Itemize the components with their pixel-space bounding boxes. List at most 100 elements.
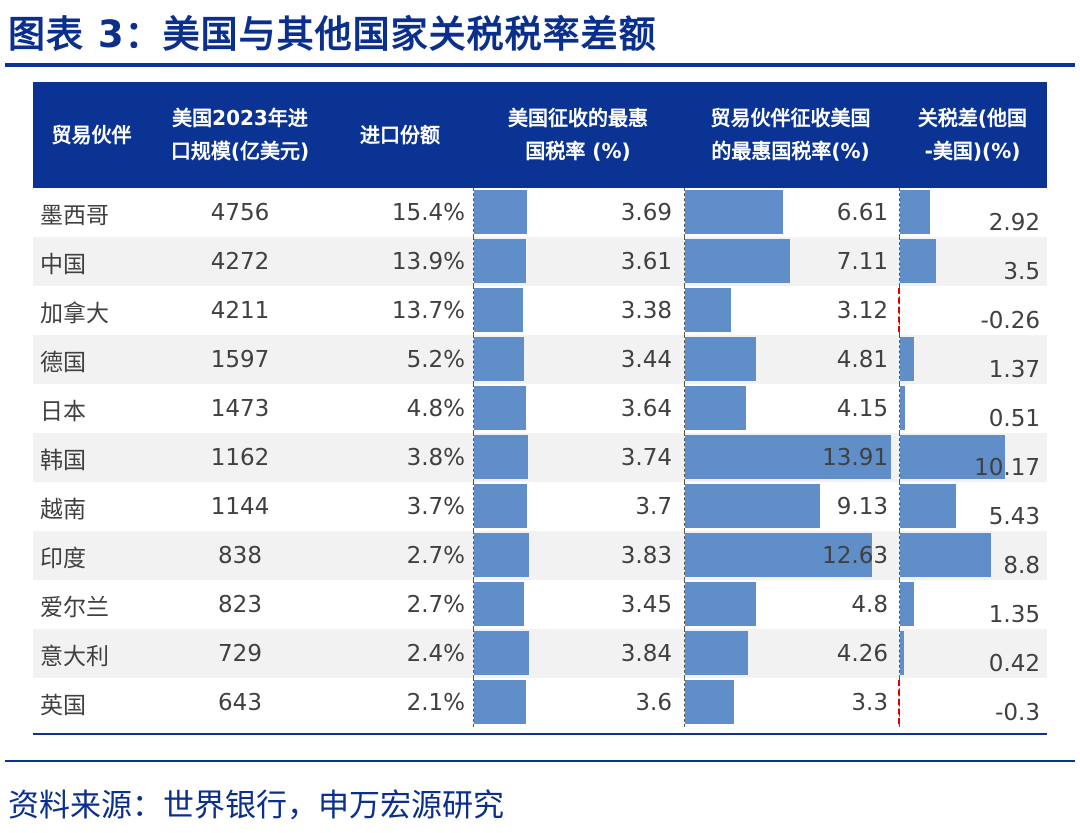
partner-name: 墨西哥 (40, 202, 109, 229)
table-row: 韩国 1162 3.8% 3.74 13.91 10.17 (33, 433, 1047, 482)
tariff-diff-axis (899, 433, 900, 482)
import-value: 1144 (210, 493, 270, 520)
tariff-diff-value: 8.8 (1003, 553, 1040, 579)
partner-name: 中国 (40, 251, 86, 278)
tariff-diff-value: 1.37 (988, 357, 1040, 383)
partner-rate-bar (685, 239, 791, 283)
tariff-diff-value: 10.17 (974, 455, 1040, 481)
table-row: 意大利 729 2.4% 3.84 4.26 0.42 (33, 629, 1047, 678)
us-rate-value: 3.38 (620, 297, 672, 324)
partner-name: 英国 (40, 692, 86, 719)
partner-rate-axis (684, 482, 685, 531)
import-value: 1473 (210, 395, 270, 422)
partner-rate-axis (684, 286, 685, 335)
partner-rate-bar (685, 484, 821, 528)
partner-rate-value: 4.15 (836, 395, 888, 422)
us-rate-axis (473, 335, 474, 384)
us-rate-value: 3.7 (635, 493, 672, 520)
partner-rate-axis (684, 237, 685, 286)
table-header: 贸易伙伴 美国2023年进 口规模(亿美元) 进口份额 美国征收的最惠 国税率 … (33, 82, 1047, 188)
tariff-diff-axis (899, 482, 900, 531)
partner-rate-value: 9.13 (836, 493, 888, 520)
us-rate-value: 3.44 (620, 346, 672, 373)
us-rate-axis (473, 286, 474, 335)
import-share: 2.7% (406, 542, 465, 569)
source-divider (5, 760, 1075, 762)
us-rate-axis (473, 678, 474, 727)
tariff-diff-value: 5.43 (988, 504, 1040, 530)
tariff-diff-axis (899, 531, 900, 580)
table-row: 英国 643 2.1% 3.6 3.3 -0.3 (33, 678, 1047, 727)
us-rate-axis (473, 433, 474, 482)
tariff-diff-value: -0.3 (995, 700, 1040, 726)
partner-rate-value: 3.3 (851, 689, 888, 716)
us-rate-value: 3.64 (620, 395, 672, 422)
tariff-diff-bar (900, 484, 956, 528)
partner-rate-value: 4.81 (836, 346, 888, 373)
us-rate-bar (474, 435, 528, 479)
tariff-diff-bar (900, 631, 905, 675)
partner-rate-bar (685, 386, 747, 430)
tariff-diff-negative-marker (898, 680, 900, 724)
partner-name: 爱尔兰 (40, 594, 109, 621)
import-value: 1162 (210, 444, 270, 471)
import-share: 5.2% (406, 346, 465, 373)
us-rate-value: 3.61 (620, 248, 672, 275)
import-value: 643 (218, 689, 262, 716)
partner-rate-value: 4.8 (851, 591, 888, 618)
import-value: 4211 (210, 297, 270, 324)
tariff-diff-negative-marker (898, 288, 900, 332)
us-rate-value: 3.84 (620, 640, 672, 667)
tariff-diff-bar (900, 239, 937, 283)
us-rate-bar (474, 631, 530, 675)
partner-rate-value: 7.11 (836, 248, 888, 275)
partner-rate-bar (685, 190, 783, 234)
partner-rate-axis (684, 629, 685, 678)
tariff-diff-axis (899, 237, 900, 286)
import-share: 13.7% (391, 297, 465, 324)
us-rate-bar (474, 533, 530, 577)
import-value: 823 (218, 591, 262, 618)
partner-name: 日本 (40, 398, 86, 425)
us-rate-value: 3.74 (620, 444, 672, 471)
us-rate-bar (474, 337, 524, 381)
header-partner-rate: 贸易伙伴征收美国 的最惠国税率(%) (710, 106, 871, 163)
import-share: 3.7% (406, 493, 465, 520)
partner-name: 印度 (40, 545, 86, 572)
us-rate-axis (473, 188, 474, 237)
tariff-diff-bar (900, 533, 991, 577)
us-rate-axis (473, 237, 474, 286)
tariff-diff-bar (900, 582, 914, 626)
table-row: 中国 4272 13.9% 3.61 7.11 3.5 (33, 237, 1047, 286)
tariff-diff-axis (899, 384, 900, 433)
us-rate-axis (473, 384, 474, 433)
partner-rate-bar (685, 582, 756, 626)
partner-rate-bar (685, 288, 732, 332)
us-rate-value: 3.45 (620, 591, 672, 618)
header-imports: 美国2023年进 口规模(亿美元) (170, 106, 310, 163)
partner-rate-value: 13.91 (822, 444, 888, 471)
tariff-diff-value: -0.26 (980, 308, 1040, 334)
tariff-diff-axis (899, 580, 900, 629)
import-value: 1597 (210, 346, 270, 373)
table-row: 德国 1597 5.2% 3.44 4.81 1.37 (33, 335, 1047, 384)
table-row: 爱尔兰 823 2.7% 3.45 4.8 1.35 (33, 580, 1047, 629)
import-share: 3.8% (406, 444, 465, 471)
table-row: 墨西哥 4756 15.4% 3.69 6.61 2.92 (33, 188, 1047, 237)
us-rate-axis (473, 580, 474, 629)
header-partner: 贸易伙伴 (51, 122, 132, 147)
partner-rate-bar (685, 631, 748, 675)
us-rate-axis (473, 629, 474, 678)
import-share: 2.1% (406, 689, 465, 716)
tariff-diff-bar (900, 190, 931, 234)
header-share: 进口份额 (360, 122, 440, 147)
us-rate-bar (474, 680, 526, 724)
import-value: 838 (218, 542, 262, 569)
table-row: 加拿大 4211 13.7% 3.38 3.12 -0.26 (33, 286, 1047, 335)
partner-name: 德国 (40, 349, 86, 376)
us-rate-bar (474, 386, 527, 430)
us-rate-value: 3.69 (620, 199, 672, 226)
tariff-diff-bar (900, 435, 1005, 479)
us-rate-value: 3.83 (620, 542, 672, 569)
partner-rate-bar (685, 337, 757, 381)
